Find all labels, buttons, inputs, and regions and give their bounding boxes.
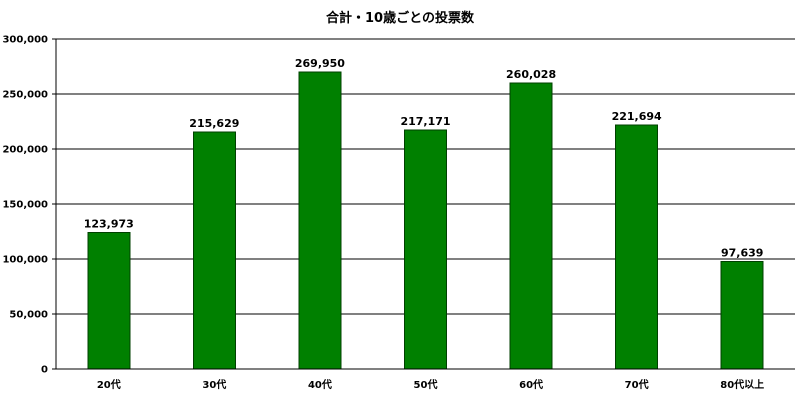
y-tick-label: 100,000 bbox=[2, 255, 48, 266]
x-tick-label: 40代 bbox=[308, 378, 332, 391]
data-label-4: 217,171 bbox=[400, 115, 450, 128]
bar-3 bbox=[298, 71, 342, 370]
y-tick-label: 150,000 bbox=[2, 200, 48, 211]
data-label-2: 215,629 bbox=[189, 117, 239, 130]
x-axis: 20代 30代 40代 50代 60代 70代 80代以上 bbox=[56, 368, 795, 391]
chart-title: 合計・10歳ごとの投票数 bbox=[326, 10, 475, 26]
bar-4 bbox=[404, 129, 447, 370]
bar-7 bbox=[720, 261, 764, 370]
data-label-7: 97,639 bbox=[721, 247, 763, 260]
x-tick-label: 20代 bbox=[97, 378, 121, 391]
data-label-6: 221,694 bbox=[612, 110, 662, 123]
x-tick-label: 80代以上 bbox=[720, 378, 764, 391]
data-label-1: 123,973 bbox=[84, 218, 134, 231]
x-tick-label: 50代 bbox=[414, 378, 438, 391]
y-tick-label: 0 bbox=[41, 365, 48, 376]
data-label-3: 269,950 bbox=[295, 57, 345, 70]
bar-1 bbox=[87, 232, 131, 370]
y-tick-label: 50,000 bbox=[9, 310, 48, 321]
y-tick-label: 250,000 bbox=[2, 90, 48, 101]
bars bbox=[87, 71, 764, 370]
y-tick-label: 200,000 bbox=[2, 145, 48, 156]
y-tick-label: 300,000 bbox=[2, 35, 48, 46]
bar-2 bbox=[192, 131, 236, 370]
data-labels: 123,973 215,629 269,950 217,171 260,028 221,6… bbox=[84, 57, 764, 260]
bar-5 bbox=[509, 82, 553, 370]
data-label-5: 260,028 bbox=[506, 68, 556, 81]
x-tick-label: 70代 bbox=[625, 378, 649, 391]
x-tick-label: 60代 bbox=[519, 378, 543, 391]
y-axis: 0 50,000 100,000 150,000 200,000 250,000 300,0… bbox=[2, 35, 57, 376]
bar-6 bbox=[615, 124, 659, 370]
x-tick-label: 30代 bbox=[202, 378, 226, 391]
